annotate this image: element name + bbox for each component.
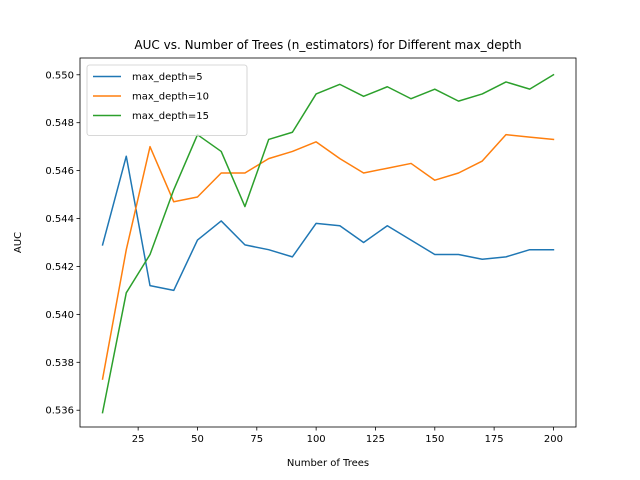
- y-axis: 0.536 0.538 0.540 0.542 0.544 0.546 0.548 0.550: [45, 70, 80, 417]
- legend-label: max_depth=10: [132, 92, 209, 103]
- x-tick-label: 175: [485, 434, 504, 445]
- x-tick-label: 25: [132, 434, 145, 445]
- y-tick-label: 0.550: [45, 70, 74, 81]
- x-tick-label: 100: [307, 434, 326, 445]
- series-lines: [101, 73, 555, 414]
- legend-box: [86, 64, 248, 136]
- y-tick-label: 0.546: [45, 166, 74, 177]
- x-axis-label: Number of Trees: [287, 458, 369, 469]
- y-tick-label: 0.548: [45, 118, 74, 129]
- y-tick-label: 0.538: [45, 358, 74, 369]
- axes-frame: [79, 57, 577, 428]
- y-axis-label: AUC: [13, 232, 24, 253]
- series-line-1: [101, 155, 555, 292]
- x-tick-label: 150: [425, 434, 444, 445]
- x-tick-label: 75: [250, 434, 263, 445]
- x-tick-label: 125: [366, 434, 385, 445]
- series-line-2: [101, 133, 555, 380]
- legend-label: max_depth=15: [132, 111, 209, 122]
- legend: max_depth=5 max_depth=10 max_depth=15: [86, 64, 248, 136]
- y-tick-label: 0.536: [45, 406, 74, 417]
- chart-title: AUC vs. Number of Trees (n_estimators) f…: [134, 38, 521, 52]
- y-tick-label: 0.544: [45, 214, 74, 225]
- x-axis: 25 50 75 100 125 150 175 200: [132, 427, 563, 445]
- legend-label: max_depth=5: [132, 72, 203, 83]
- x-tick-label: 50: [191, 434, 204, 445]
- y-tick-label: 0.542: [45, 262, 74, 273]
- x-tick-label: 200: [544, 434, 563, 445]
- series-line-3: [101, 73, 555, 414]
- y-tick-label: 0.540: [45, 310, 74, 321]
